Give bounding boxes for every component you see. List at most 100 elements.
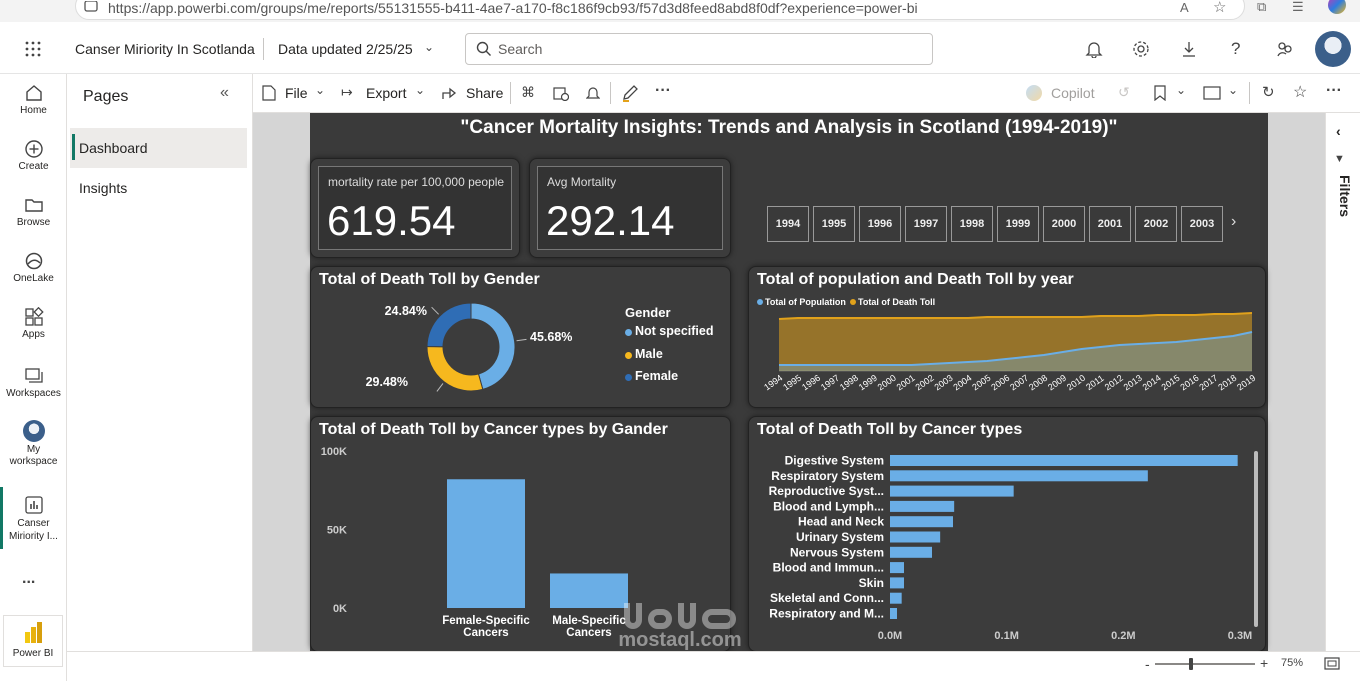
view-layout-icon[interactable] <box>1203 86 1221 100</box>
zoom-slider-thumb[interactable] <box>1189 658 1193 670</box>
hbar-x-tick-label: 0.0M <box>878 630 902 642</box>
rail-current-report[interactable]: Canser Miriority I... <box>0 495 67 543</box>
settings-gear-icon[interactable] <box>1132 40 1150 58</box>
legend-label: Total of Population <box>765 297 846 307</box>
area-x-tick-label: 2015 <box>1160 373 1182 393</box>
more-options-icon[interactable]: ··· <box>655 82 671 99</box>
binoculars-icon[interactable]: ⌘ <box>521 84 535 100</box>
kpi-card-mortality-rate[interactable]: mortality rate per 100,000 people 619.54 <box>310 158 520 258</box>
fit-to-page-icon[interactable] <box>1324 657 1340 671</box>
copilot-browser-icon[interactable] <box>1328 0 1346 14</box>
search-input[interactable] <box>465 33 933 65</box>
more-apps-icon[interactable]: ... <box>22 570 36 587</box>
subscribe-icon[interactable] <box>553 85 569 101</box>
hbar-category-label: Respiratory and M... <box>769 607 884 621</box>
hbar-chart-card[interactable]: Total of Death Toll by Cancer types Dige… <box>748 416 1266 652</box>
year-slicer-option[interactable]: 2002 <box>1135 206 1177 242</box>
filters-pane[interactable]: ‹ ▼ Filters <box>1325 113 1360 651</box>
refresh-icon[interactable]: ↻ <box>1262 84 1275 101</box>
chevron-down-icon[interactable]: ⌄ <box>1228 83 1239 97</box>
area-x-tick-label: 1994 <box>762 373 784 393</box>
page-tab-insights[interactable]: Insights <box>70 170 247 206</box>
year-slicer-option[interactable]: 1998 <box>951 206 993 242</box>
report-toolbar <box>253 74 1360 113</box>
app-launcher-icon[interactable] <box>24 40 42 58</box>
zoom-in-icon[interactable]: + <box>1260 655 1269 671</box>
legend-label: Not specified <box>635 324 714 338</box>
area-chart-card[interactable]: Total of population and Death Toll by ye… <box>748 266 1266 408</box>
area-series-line <box>778 312 1253 320</box>
user-avatar[interactable] <box>1315 31 1351 67</box>
reset-icon[interactable]: ↺ <box>1118 84 1130 100</box>
rail-workspaces[interactable]: Workspaces <box>0 366 67 399</box>
split-screen-icon[interactable]: ⧉ <box>1257 0 1267 14</box>
donut-leader-line <box>516 338 527 342</box>
rail-onelake[interactable]: OneLake <box>0 251 67 284</box>
url-text[interactable]: https://app.powerbi.com/groups/me/report… <box>108 0 918 16</box>
column-chart-title: Total of Death Toll by Cancer types by G… <box>319 421 668 438</box>
toolbar-divider <box>510 82 511 104</box>
report-name[interactable]: Canser Miriority In Scotlanda <box>75 41 255 57</box>
chevron-down-icon[interactable]: ⌄ <box>1176 83 1187 97</box>
chevron-down-icon[interactable]: ⌄ <box>424 40 435 54</box>
expand-filters-icon[interactable]: ‹ <box>1336 123 1341 139</box>
zoom-level[interactable]: 75% <box>1281 657 1304 669</box>
year-slicer-option[interactable]: 1997 <box>905 206 947 242</box>
kpi-value: 619.54 <box>327 197 456 244</box>
more-options-icon[interactable]: ··· <box>1326 82 1342 99</box>
read-aloud-icon[interactable]: A <box>1180 0 1189 15</box>
area-x-tick-label: 2002 <box>914 373 936 393</box>
data-updated[interactable]: Data updated 2/25/25 <box>278 41 413 57</box>
hbar-bar <box>890 470 1148 482</box>
feedback-people-icon[interactable] <box>1276 40 1294 58</box>
collections-icon[interactable]: ☰ <box>1292 0 1304 14</box>
pages-pane <box>67 74 253 651</box>
copilot-icon <box>1026 85 1042 101</box>
year-slicer-option[interactable]: 1996 <box>859 206 901 242</box>
column-chart-card[interactable]: Total of Death Toll by Cancer types by G… <box>310 416 731 652</box>
page-tab-label: Insights <box>79 180 128 196</box>
rail-label: Apps <box>22 329 45 340</box>
legend-swatch <box>625 352 632 359</box>
edit-pencil-icon[interactable] <box>621 84 639 102</box>
area-x-tick-label: 2017 <box>1197 373 1219 393</box>
year-slicer-option[interactable]: 1995 <box>813 206 855 242</box>
alert-bell-icon[interactable] <box>586 85 600 101</box>
donut-slice <box>426 346 484 392</box>
slicer-next-chevron-icon[interactable]: › <box>1231 213 1237 230</box>
page-tab-dashboard[interactable]: Dashboard <box>70 128 247 168</box>
year-slicer-option[interactable]: 2003 <box>1181 206 1223 242</box>
hbar-category-label: Nervous System <box>790 545 884 559</box>
year-slicer-option[interactable]: 1994 <box>767 206 809 242</box>
area-x-tick-label: 1997 <box>819 373 841 393</box>
year-slicer-option[interactable]: 2000 <box>1043 206 1085 242</box>
column-bar <box>550 573 628 608</box>
column-chart[interactable]: 0K50K100KFemale-SpecificCancersMale-Spec… <box>311 417 732 653</box>
site-info-icon[interactable] <box>84 1 98 13</box>
year-slicer-option[interactable]: 1999 <box>997 206 1039 242</box>
chart-scrollbar[interactable] <box>1254 451 1258 627</box>
rail-browse[interactable]: Browse <box>0 195 67 228</box>
rail-my-workspace[interactable]: My workspace <box>0 420 67 468</box>
rail-home[interactable]: Home <box>0 83 67 116</box>
notifications-bell-icon[interactable] <box>1085 40 1103 58</box>
bookmark-icon[interactable] <box>1153 85 1167 101</box>
kpi-card-avg-mortality[interactable]: Avg Mortality 292.14 <box>529 158 731 258</box>
donut-chart-card[interactable]: Total of Death Toll by Gender 45.68% 29.4… <box>310 266 731 408</box>
rail-create[interactable]: Create <box>0 139 67 172</box>
help-icon[interactable]: ? <box>1231 39 1241 58</box>
donut-chart[interactable]: 45.68% 29.48% 24.84% <box>311 267 732 409</box>
area-x-tick-label: 2008 <box>1027 373 1049 393</box>
collapse-pane-icon[interactable]: « <box>220 84 229 101</box>
browser-bar: https://app.powerbi.com/groups/me/report… <box>0 0 1360 22</box>
favorite-star-icon[interactable]: ☆ <box>1213 0 1227 16</box>
zoom-slider[interactable] <box>1155 663 1255 665</box>
year-slicer-option[interactable]: 2001 <box>1089 206 1131 242</box>
favorite-star-icon[interactable]: ☆ <box>1293 84 1308 101</box>
zoom-out-icon[interactable]: - <box>1145 656 1150 672</box>
rail-apps[interactable]: Apps <box>0 307 67 340</box>
area-chart[interactable]: 1994199519961997199819992000200120022003… <box>749 267 1267 409</box>
download-icon[interactable] <box>1180 40 1198 58</box>
powerbi-brand[interactable]: Power BI <box>3 615 63 667</box>
